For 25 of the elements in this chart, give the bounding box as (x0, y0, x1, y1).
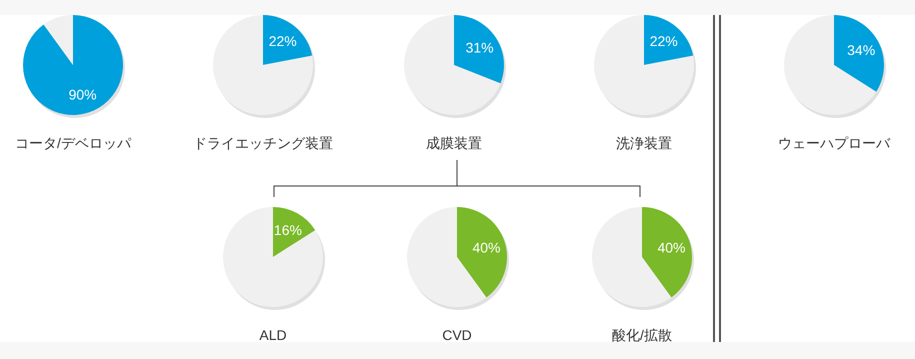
text: ドライエッチング装置 (193, 135, 333, 151)
pie-slice (644, 15, 694, 65)
pie-slice (834, 15, 884, 92)
data-label: 40% (472, 239, 500, 256)
data-label: 22% (650, 33, 678, 50)
data-label: 31% (466, 40, 494, 56)
pie-slice (23, 15, 123, 115)
pie-slice (223, 207, 323, 307)
data-label: 90% (68, 86, 97, 102)
text: 洗浄装置 (616, 135, 672, 151)
pie-slice (454, 15, 504, 84)
pie-slice (642, 207, 692, 298)
data-label: 34% (847, 42, 876, 58)
text: ALD (259, 327, 287, 343)
data-label: 16% (274, 222, 302, 238)
pie-slice (273, 207, 316, 257)
pie-slice (457, 207, 507, 298)
text: CVD (442, 327, 472, 343)
data-label: 40% (657, 239, 686, 256)
text: コータ/デベロッパ (15, 135, 132, 151)
text: 酸化/拡散 (612, 327, 672, 343)
text: 成膜装置 (426, 135, 482, 151)
pie-slice (263, 15, 312, 65)
data-label: 22% (268, 33, 297, 50)
text: ウェーハプローバ (778, 135, 891, 151)
